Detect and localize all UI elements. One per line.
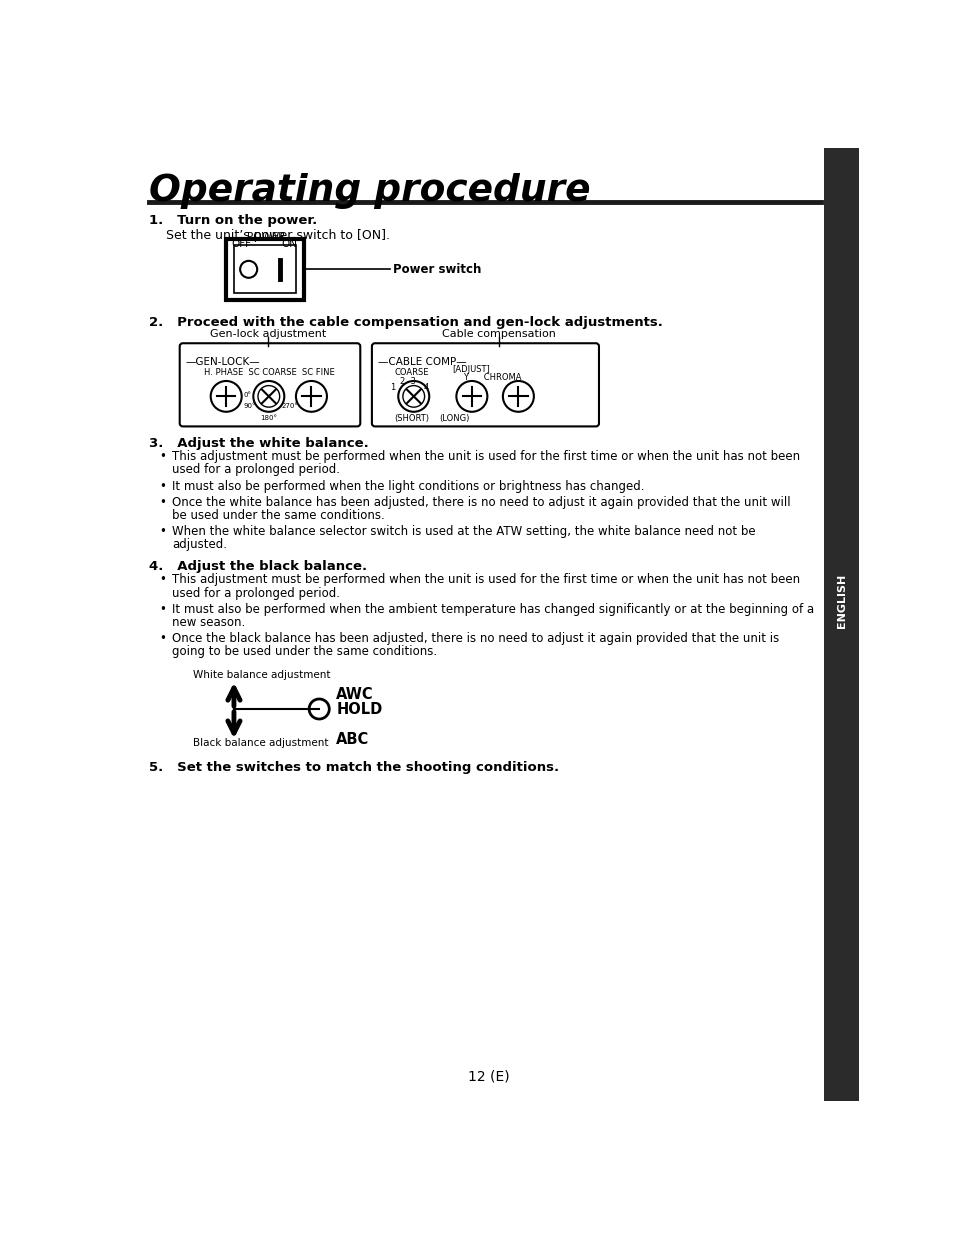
- Text: Operating procedure: Operating procedure: [149, 173, 590, 209]
- Text: adjusted.: adjusted.: [172, 538, 227, 550]
- Text: used for a prolonged period.: used for a prolonged period.: [172, 586, 339, 600]
- Text: going to be used under the same conditions.: going to be used under the same conditio…: [172, 644, 436, 658]
- Text: 12 (E): 12 (E): [468, 1070, 509, 1084]
- Text: White balance adjustment: White balance adjustment: [193, 670, 330, 680]
- Circle shape: [309, 699, 329, 719]
- Text: —CABLE COMP—: —CABLE COMP—: [377, 357, 466, 367]
- Text: •: •: [159, 524, 166, 538]
- Text: POWER: POWER: [247, 233, 285, 242]
- FancyBboxPatch shape: [233, 245, 295, 293]
- Text: ABC: ABC: [335, 732, 369, 747]
- Text: OFF: OFF: [231, 239, 251, 250]
- Text: •: •: [159, 602, 166, 616]
- Text: AWC: AWC: [335, 688, 374, 703]
- Text: 2  3: 2 3: [399, 377, 416, 386]
- Text: 4: 4: [423, 382, 429, 392]
- Text: ON: ON: [281, 239, 297, 250]
- Text: Once the white balance has been adjusted, there is no need to adjust it again pr: Once the white balance has been adjusted…: [172, 496, 790, 508]
- Text: be used under the same conditions.: be used under the same conditions.: [172, 508, 384, 522]
- Circle shape: [456, 381, 487, 412]
- Text: 180°: 180°: [260, 414, 277, 421]
- FancyBboxPatch shape: [372, 343, 598, 427]
- Text: HOLD: HOLD: [335, 701, 382, 716]
- Text: ENGLISH: ENGLISH: [836, 573, 845, 627]
- Text: COARSE: COARSE: [394, 367, 429, 377]
- Text: (LONG): (LONG): [439, 414, 469, 423]
- Text: Y      CHROMA: Y CHROMA: [462, 372, 520, 381]
- Text: Gen-lock adjustment: Gen-lock adjustment: [210, 329, 326, 339]
- Text: 3.   Adjust the white balance.: 3. Adjust the white balance.: [149, 437, 368, 450]
- Text: •: •: [159, 480, 166, 492]
- Text: When the white balance selector switch is used at the ATW setting, the white bal: When the white balance selector switch i…: [172, 524, 755, 538]
- Text: 5.   Set the switches to match the shooting conditions.: 5. Set the switches to match the shootin…: [149, 761, 558, 774]
- Text: Power switch: Power switch: [393, 262, 480, 276]
- Text: Cable compensation: Cable compensation: [441, 329, 556, 339]
- Text: 1.   Turn on the power.: 1. Turn on the power.: [149, 214, 316, 226]
- Text: Once the black balance has been adjusted, there is no need to adjust it again pr: Once the black balance has been adjusted…: [172, 632, 779, 644]
- Text: 1: 1: [390, 382, 395, 392]
- Text: H. PHASE  SC COARSE  SC FINE: H. PHASE SC COARSE SC FINE: [204, 367, 335, 377]
- Circle shape: [253, 381, 284, 412]
- Circle shape: [257, 386, 279, 407]
- Text: (SHORT): (SHORT): [394, 414, 429, 423]
- Text: Set the unit’s power switch to [ON].: Set the unit’s power switch to [ON].: [166, 229, 390, 241]
- Text: This adjustment must be performed when the unit is used for the first time or wh: This adjustment must be performed when t…: [172, 450, 800, 464]
- Circle shape: [211, 381, 241, 412]
- Text: This adjustment must be performed when the unit is used for the first time or wh: This adjustment must be performed when t…: [172, 574, 800, 586]
- Circle shape: [397, 381, 429, 412]
- Circle shape: [295, 381, 327, 412]
- FancyBboxPatch shape: [226, 239, 303, 301]
- Circle shape: [402, 386, 424, 407]
- Text: It must also be performed when the ambient temperature has changed significantly: It must also be performed when the ambie…: [172, 602, 813, 616]
- Text: 0°: 0°: [244, 392, 252, 398]
- Text: used for a prolonged period.: used for a prolonged period.: [172, 464, 339, 476]
- FancyBboxPatch shape: [823, 148, 858, 1101]
- Text: new season.: new season.: [172, 616, 245, 628]
- Text: Black balance adjustment: Black balance adjustment: [193, 738, 328, 748]
- Circle shape: [240, 261, 257, 278]
- Text: •: •: [159, 450, 166, 464]
- Text: •: •: [159, 574, 166, 586]
- Text: 270°: 270°: [281, 403, 297, 409]
- Circle shape: [502, 381, 534, 412]
- Text: 2.   Proceed with the cable compensation and gen-lock adjustments.: 2. Proceed with the cable compensation a…: [149, 315, 662, 329]
- Text: [ADJUST]: [ADJUST]: [452, 365, 490, 374]
- Text: 4.   Adjust the black balance.: 4. Adjust the black balance.: [149, 560, 367, 574]
- FancyBboxPatch shape: [179, 343, 360, 427]
- Text: It must also be performed when the light conditions or brightness has changed.: It must also be performed when the light…: [172, 480, 644, 492]
- Text: 90°: 90°: [244, 403, 256, 409]
- Text: •: •: [159, 496, 166, 508]
- Text: —GEN-LOCK—: —GEN-LOCK—: [186, 357, 260, 367]
- Text: •: •: [159, 632, 166, 644]
